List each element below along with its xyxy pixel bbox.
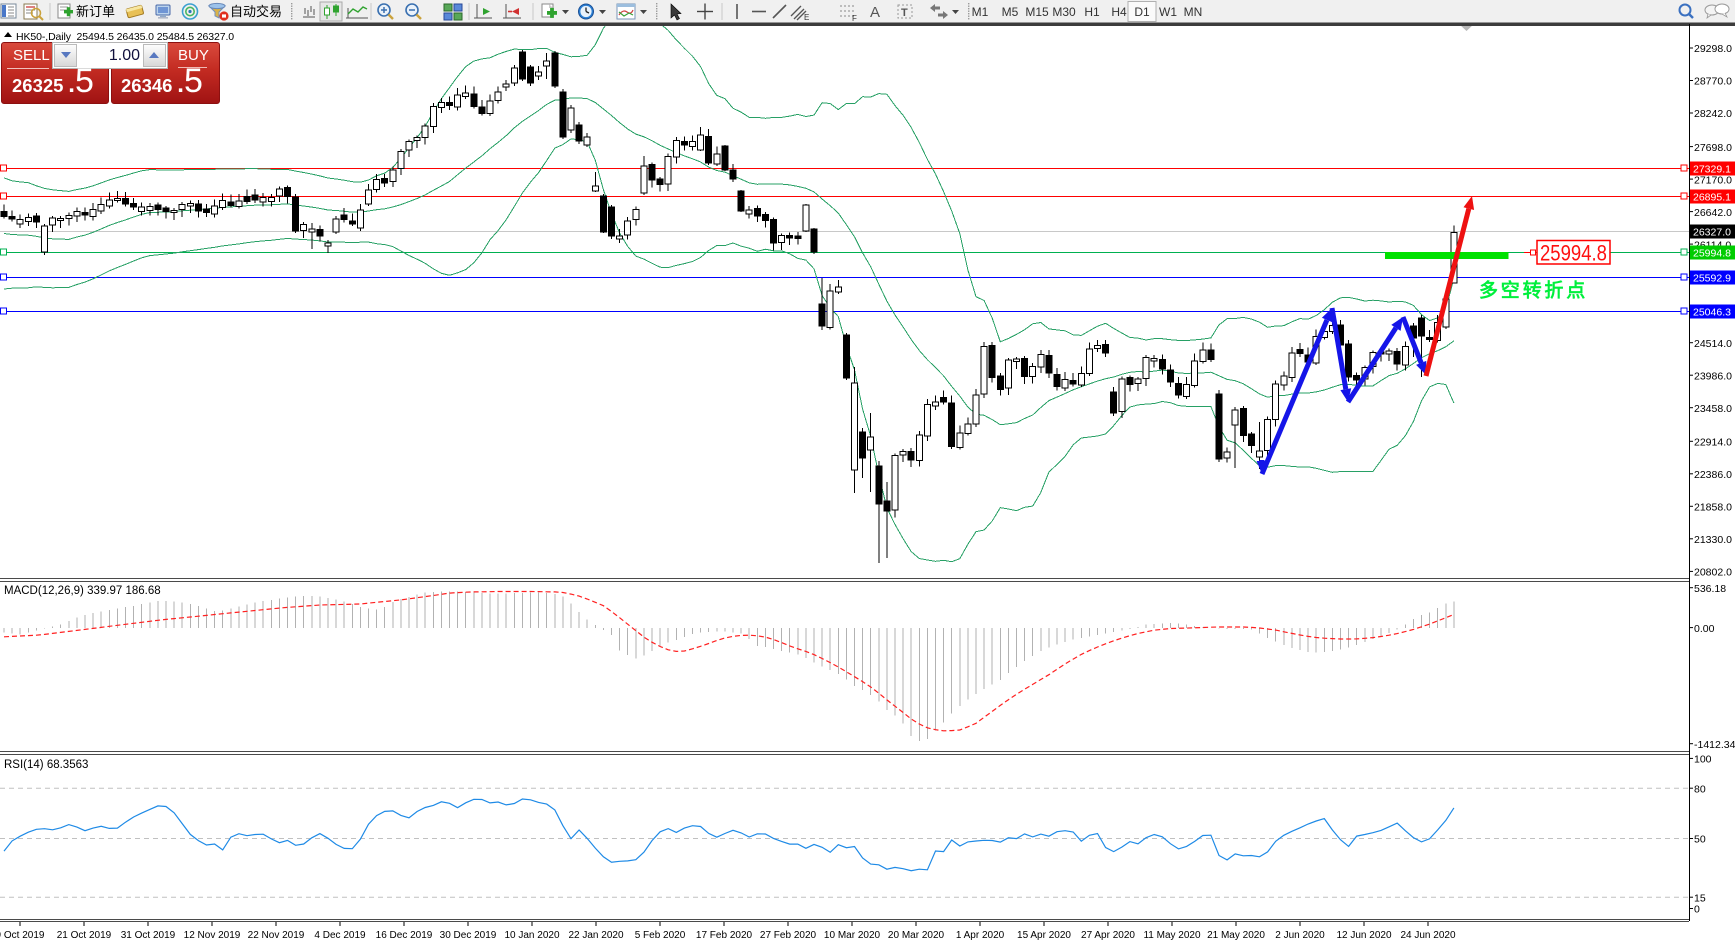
svg-text:-1412.34: -1412.34 <box>1694 739 1735 751</box>
svg-text:26327.0: 26327.0 <box>1693 227 1731 239</box>
svg-text:28770.0: 28770.0 <box>1694 76 1732 88</box>
svg-text:22914.0: 22914.0 <box>1694 437 1732 449</box>
svg-text:2 Jun 2020: 2 Jun 2020 <box>1275 930 1325 941</box>
svg-text:26642.0: 26642.0 <box>1694 207 1732 219</box>
svg-text:27170.0: 27170.0 <box>1694 174 1732 186</box>
svg-text:MN: MN <box>1184 5 1203 19</box>
svg-text:28242.0: 28242.0 <box>1694 108 1732 120</box>
svg-text:21 May 2020: 21 May 2020 <box>1207 930 1265 941</box>
svg-text:22 Jan 2020: 22 Jan 2020 <box>568 930 623 941</box>
svg-text:0.00: 0.00 <box>1694 623 1715 635</box>
svg-text:W1: W1 <box>1159 5 1177 19</box>
svg-text:9 Oct 2019: 9 Oct 2019 <box>0 930 45 941</box>
svg-text:21858.0: 21858.0 <box>1694 502 1732 514</box>
svg-text:23458.0: 23458.0 <box>1694 403 1732 415</box>
svg-text:26895.1: 26895.1 <box>1693 192 1731 204</box>
svg-text:15: 15 <box>1694 892 1706 904</box>
svg-text:25046.3: 25046.3 <box>1693 307 1731 319</box>
svg-text:0: 0 <box>1694 904 1700 916</box>
svg-text:MACD(12,26,9) 339.97 186.68: MACD(12,26,9) 339.97 186.68 <box>4 585 161 597</box>
svg-text:27 Apr 2020: 27 Apr 2020 <box>1081 930 1135 941</box>
svg-text:自动交易: 自动交易 <box>230 4 282 19</box>
svg-text:25994.8: 25994.8 <box>1540 241 1607 266</box>
svg-text:HK50-,Daily 25494.5 26435.0 2: HK50-,Daily 25494.5 26435.0 25484.5 2632… <box>16 31 234 43</box>
svg-text:23986.0: 23986.0 <box>1694 370 1732 382</box>
svg-text:E: E <box>804 13 809 22</box>
svg-text:H1: H1 <box>1084 5 1100 19</box>
svg-text:27 Feb 2020: 27 Feb 2020 <box>760 930 817 941</box>
svg-text:RSI(14) 68.3563: RSI(14) 68.3563 <box>4 759 88 771</box>
svg-text:12 Nov 2019: 12 Nov 2019 <box>184 930 241 941</box>
svg-text:17 Feb 2020: 17 Feb 2020 <box>696 930 753 941</box>
svg-text:22 Nov 2019: 22 Nov 2019 <box>248 930 305 941</box>
svg-text:100: 100 <box>1694 754 1712 766</box>
svg-text:15 Apr 2020: 15 Apr 2020 <box>1017 930 1071 941</box>
svg-text:T: T <box>901 7 908 19</box>
svg-text:24 Jun 2020: 24 Jun 2020 <box>1400 930 1455 941</box>
svg-text:1 Apr 2020: 1 Apr 2020 <box>956 930 1005 941</box>
svg-text:M15: M15 <box>1025 5 1049 19</box>
svg-text:D1: D1 <box>1134 5 1150 19</box>
svg-text:31 Oct 2019: 31 Oct 2019 <box>121 930 176 941</box>
svg-text:多空转折点: 多空转折点 <box>1479 279 1588 302</box>
svg-text:12 Jun 2020: 12 Jun 2020 <box>1336 930 1391 941</box>
svg-text:30 Dec 2019: 30 Dec 2019 <box>440 930 497 941</box>
svg-text:50: 50 <box>1694 834 1706 846</box>
svg-text:F: F <box>852 14 857 23</box>
svg-text:M1: M1 <box>972 5 989 19</box>
svg-text:4 Dec 2019: 4 Dec 2019 <box>314 930 366 941</box>
svg-text:A: A <box>870 4 880 21</box>
svg-text:20802.0: 20802.0 <box>1694 567 1732 579</box>
svg-text:25592.9: 25592.9 <box>1693 273 1731 285</box>
svg-text:25994.8: 25994.8 <box>1693 248 1731 260</box>
svg-text:M30: M30 <box>1052 5 1076 19</box>
svg-text:H4: H4 <box>1111 5 1127 19</box>
svg-text:29298.0: 29298.0 <box>1694 43 1732 55</box>
svg-text:11 May 2020: 11 May 2020 <box>1143 930 1201 941</box>
svg-text:16 Dec 2019: 16 Dec 2019 <box>376 930 433 941</box>
svg-text:80: 80 <box>1694 783 1706 795</box>
svg-text:27698.0: 27698.0 <box>1694 142 1732 154</box>
svg-text:536.18: 536.18 <box>1694 583 1726 595</box>
svg-text:新订单: 新订单 <box>76 4 115 19</box>
svg-text:M5: M5 <box>1002 5 1019 19</box>
svg-text:27329.1: 27329.1 <box>1693 164 1731 176</box>
svg-text:20 Mar 2020: 20 Mar 2020 <box>888 930 945 941</box>
svg-text:21330.0: 21330.0 <box>1694 534 1732 546</box>
svg-text:10 Jan 2020: 10 Jan 2020 <box>504 930 559 941</box>
svg-text:5 Feb 2020: 5 Feb 2020 <box>635 930 686 941</box>
svg-text:22386.0: 22386.0 <box>1694 469 1732 481</box>
svg-text:21 Oct 2019: 21 Oct 2019 <box>57 930 112 941</box>
svg-text:24514.0: 24514.0 <box>1694 338 1732 350</box>
svg-text:10 Mar 2020: 10 Mar 2020 <box>824 930 881 941</box>
